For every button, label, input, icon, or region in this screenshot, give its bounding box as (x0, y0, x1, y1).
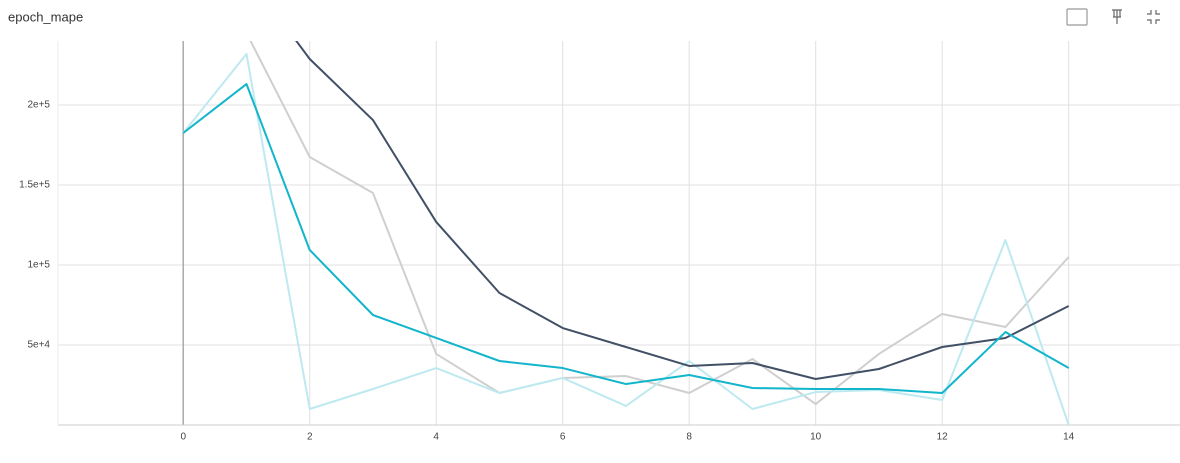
x-tick-label: 10 (810, 432, 822, 443)
pin-button[interactable] (1112, 9, 1122, 24)
grid (57, 41, 1180, 426)
x-tick-label: 8 (686, 432, 692, 443)
x-tick-label: 2 (307, 432, 313, 443)
x-tick-label: 4 (433, 432, 439, 443)
toolbar (1066, 8, 1160, 26)
collapse-button[interactable] (1147, 10, 1160, 24)
x-tick-label: 6 (560, 432, 566, 443)
series-line (249, 41, 1070, 406)
y-tick-label: 1.5e+5 (19, 180, 50, 191)
x-tick-label: 12 (937, 432, 949, 443)
chart-title: epoch_mape (8, 9, 83, 24)
x-tick-label: 14 (1063, 432, 1075, 443)
plot-area (182, 41, 1070, 425)
y-tick-label: 5e+4 (27, 340, 50, 351)
series-line (182, 52, 1070, 425)
y-tick-label: 2e+5 (27, 100, 50, 111)
series-line (182, 83, 1070, 394)
series-line (295, 41, 1070, 380)
fit-domain-button[interactable] (1066, 8, 1088, 26)
axis-labels: 5e+4 1e+5 1.5e+5 2e+5 0 2 4 6 8 10 12 14 (19, 100, 1075, 443)
x-tick-label: 0 (180, 432, 186, 443)
y-tick-label: 1e+5 (27, 260, 50, 271)
